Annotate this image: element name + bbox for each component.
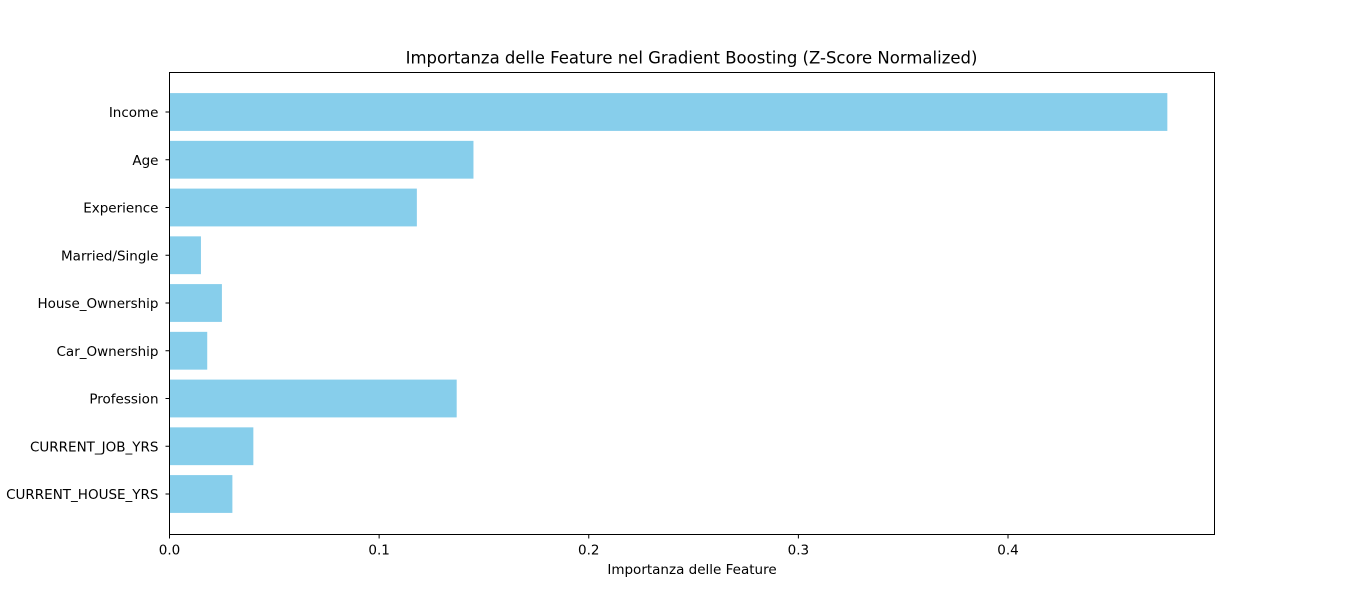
y-tick-label: Car_Ownership (57, 344, 159, 360)
x-tick-label: 0.0 (159, 543, 180, 559)
y-axis-ticks: Income Age Experience Married/Single House_O… (6, 105, 169, 503)
bar (170, 475, 233, 513)
y-tick-label: Profession (89, 392, 158, 408)
bars-layer (170, 93, 1168, 513)
bar (170, 427, 254, 465)
x-axis-ticks: 0.0 0.1 0.2 0.3 0.4 (159, 535, 1019, 559)
x-tick-label: 0.4 (997, 543, 1018, 559)
y-tick-label: Experience (83, 201, 158, 217)
y-tick-label: Income (109, 105, 159, 121)
x-tick-label: 0.3 (788, 543, 809, 559)
bar (170, 189, 417, 227)
bar (170, 93, 1168, 131)
y-tick-label: CURRENT_HOUSE_YRS (6, 487, 158, 503)
y-tick-label: CURRENT_JOB_YRS (30, 439, 159, 455)
bar (170, 284, 222, 322)
bar (170, 236, 201, 274)
y-tick-label: House_Ownership (37, 296, 158, 312)
x-tick-label: 0.1 (368, 543, 389, 559)
chart-title: Importanza delle Feature nel Gradient Bo… (406, 49, 978, 68)
bar (170, 141, 474, 179)
y-tick-label: Age (132, 153, 158, 169)
y-tick-label: Married/Single (61, 248, 158, 264)
x-tick-label: 0.2 (578, 543, 599, 559)
x-axis-label: Importanza delle Feature (607, 562, 776, 578)
bar (170, 380, 457, 418)
bar (170, 332, 208, 370)
